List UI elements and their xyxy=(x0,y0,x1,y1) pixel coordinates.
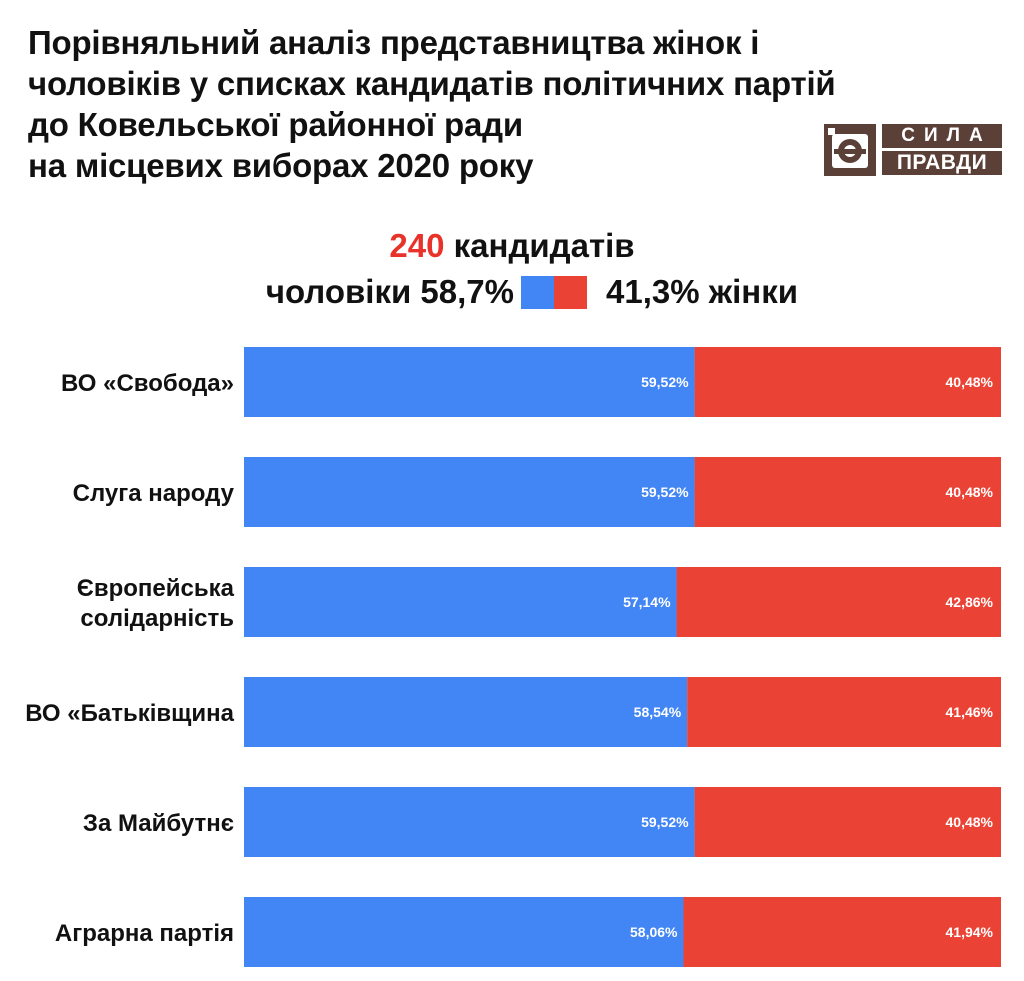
bar-women xyxy=(694,787,1001,857)
legend-swatch-men xyxy=(521,276,554,309)
bar-label-men: 59,52% xyxy=(641,374,689,390)
logo-text: СИЛА ПРАВДИ xyxy=(882,124,1002,176)
bar-men xyxy=(244,677,688,747)
bar-women xyxy=(683,897,1001,967)
legend-women-text: 41,3% жінки xyxy=(606,273,799,310)
total-count-label: кандидатів xyxy=(453,227,635,264)
title-line-3: до Ковельської районної ради xyxy=(28,106,523,143)
bar-men xyxy=(244,897,684,967)
bar-label-men: 59,52% xyxy=(641,814,689,830)
bar-label-women: 41,94% xyxy=(946,924,994,940)
bar-women xyxy=(694,347,1001,417)
bar-women xyxy=(694,457,1001,527)
bar-women xyxy=(687,677,1001,747)
bar-men xyxy=(244,347,695,417)
total-count: 240 xyxy=(389,227,445,264)
bar-women xyxy=(676,567,1001,637)
logo-line-2: ПРАВДИ xyxy=(882,151,1002,175)
logo: СИЛА ПРАВДИ xyxy=(824,124,1002,176)
bar-label-women: 41,46% xyxy=(946,704,994,720)
bar-label-men: 59,52% xyxy=(641,484,689,500)
title-line-1: Порівняльний аналіз представництва жінок… xyxy=(28,24,760,61)
title-line-4: на місцевих виборах 2020 року xyxy=(28,147,534,184)
total-candidates: 240 кандидатів xyxy=(0,226,1024,266)
chart-title: Порівняльний аналіз представництва жінок… xyxy=(28,22,836,186)
bar-men xyxy=(244,457,695,527)
bar-label-men: 57,14% xyxy=(623,594,671,610)
title-line-2: чоловіків у списках кандидатів політични… xyxy=(28,65,836,102)
party-label: ВО «Батьківщина xyxy=(25,700,234,727)
party-label: За Майбутнє xyxy=(83,810,234,837)
party-label: ВО «Свобода» xyxy=(61,370,234,397)
party-label: Аграрна партія xyxy=(55,920,234,947)
bar-label-men: 58,54% xyxy=(634,704,682,720)
bar-label-women: 40,48% xyxy=(946,814,994,830)
gender-legend: чоловіки 58,7% 41,3% жінки xyxy=(0,270,1024,314)
bar-label-men: 58,06% xyxy=(630,924,678,940)
bar-label-women: 40,48% xyxy=(946,484,994,500)
bar-men xyxy=(244,787,695,857)
logo-mark-icon xyxy=(824,124,876,176)
legend-swatch-women xyxy=(554,276,587,309)
party-label: Європейська xyxy=(77,575,235,602)
legend-men-text: чоловіки 58,7% xyxy=(265,273,514,310)
bar-label-women: 40,48% xyxy=(946,374,994,390)
bar-label-women: 42,86% xyxy=(946,594,994,610)
party-label: Слуга народу xyxy=(73,480,235,507)
logo-line-1: СИЛА xyxy=(882,124,1002,148)
party-label: солідарність xyxy=(80,605,234,632)
bar-men xyxy=(244,567,677,637)
